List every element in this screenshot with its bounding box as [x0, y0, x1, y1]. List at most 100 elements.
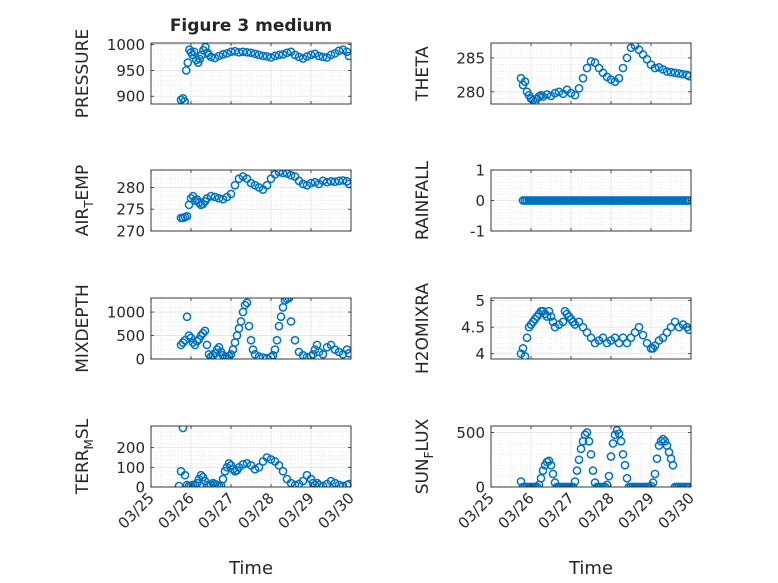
data-point: [570, 477, 580, 486]
y-axis-label: MIXDEPTH: [73, 284, 93, 373]
y-axis-label: SUNFLUX: [413, 418, 436, 494]
data-point: [574, 455, 584, 465]
data-point: [218, 50, 228, 59]
data-point: [536, 90, 546, 100]
data-point: [666, 67, 676, 77]
y-tick-label: 270: [116, 223, 145, 241]
data-point: [210, 479, 220, 487]
data-point: [334, 480, 344, 487]
data-point: [344, 349, 351, 358]
data-point: [250, 49, 260, 59]
data-point: [576, 444, 586, 454]
data-point: [584, 436, 594, 446]
data-point: [274, 321, 284, 331]
y-tick-label: -1: [470, 223, 485, 241]
data-point: [274, 170, 284, 177]
data-point: [178, 338, 188, 347]
data-point: [290, 335, 300, 345]
data-point: [202, 340, 212, 350]
y-tick-label: 1000: [107, 304, 145, 322]
data-point: [238, 47, 248, 57]
y-tick-label: 285: [456, 49, 485, 67]
y-axis-label: TERRMSL: [73, 418, 96, 495]
axes-box: [490, 297, 692, 360]
data-point: [290, 480, 300, 487]
data-point: [570, 90, 580, 100]
data-point: [674, 69, 684, 78]
y-tick-label: 500: [456, 424, 485, 442]
y-tick-label: 4: [475, 345, 485, 363]
data-point: [178, 426, 188, 433]
data-point: [254, 462, 264, 472]
data-point: [298, 476, 308, 486]
y-tick-label: 500: [116, 327, 145, 345]
data-point: [650, 63, 660, 73]
data-point: [286, 170, 296, 180]
y-tick-label: 950: [116, 62, 145, 80]
data-point: [548, 469, 558, 479]
data-point: [196, 470, 206, 480]
data-point: [582, 428, 592, 437]
data-point: [230, 180, 240, 190]
data-point: [558, 317, 568, 327]
data-point: [620, 460, 630, 470]
data-point: [270, 51, 280, 61]
data-point: [206, 480, 216, 487]
axes-box: [150, 425, 352, 488]
data-point: [634, 322, 644, 332]
data-point: [322, 177, 332, 187]
data-point: [590, 58, 600, 68]
data-point: [650, 469, 660, 479]
data-point: [318, 349, 328, 359]
data-point: [222, 48, 232, 58]
data-point: [344, 479, 351, 487]
y-tick-label: 5: [475, 292, 485, 310]
data-point: [618, 63, 628, 73]
x-axis-label: Time: [568, 558, 613, 579]
data-point: [244, 321, 254, 331]
data-point: [270, 345, 280, 354]
data-point: [206, 52, 216, 62]
data-point: [616, 436, 626, 446]
data-point: [200, 326, 210, 336]
subplot-3: 270 275 280 AIRTEMP: [73, 165, 352, 241]
y-tick-label: 900: [116, 88, 145, 106]
data-point: [642, 54, 652, 64]
subplot-1: 900 950 1000 PRESSURE: [73, 29, 352, 118]
y-axis-label: RAINFALL: [413, 160, 433, 240]
data-point: [546, 312, 556, 321]
data-point: [174, 481, 184, 487]
marker-series: [174, 426, 351, 487]
data-point: [240, 300, 250, 310]
data-point: [276, 312, 286, 322]
y-tick-label: 0: [135, 351, 145, 369]
data-point: [684, 71, 691, 81]
axes-box: [150, 297, 352, 360]
data-point: [262, 180, 272, 190]
data-point: [536, 473, 546, 483]
data-point: [578, 73, 588, 83]
data-point: [282, 298, 292, 304]
data-point: [326, 176, 336, 186]
data-point: [684, 196, 691, 205]
y-axis-label: H2OMIXRA: [413, 283, 433, 374]
marker-series: [518, 196, 691, 205]
marker-series: [176, 170, 351, 223]
data-point: [302, 52, 312, 61]
data-point: [246, 335, 256, 345]
data-point: [330, 177, 340, 187]
data-point: [652, 454, 662, 464]
data-point: [580, 430, 590, 440]
data-point: [183, 58, 193, 67]
data-point: [656, 436, 666, 446]
data-point: [214, 193, 224, 203]
data-point: [198, 328, 208, 338]
data-point: [195, 54, 205, 64]
data-point: [670, 68, 680, 78]
y-tick-label: 280: [116, 179, 145, 197]
data-point: [298, 179, 308, 189]
axes-box: [150, 42, 352, 105]
y-axis-label: THETA: [413, 46, 433, 102]
data-point: [192, 336, 202, 346]
